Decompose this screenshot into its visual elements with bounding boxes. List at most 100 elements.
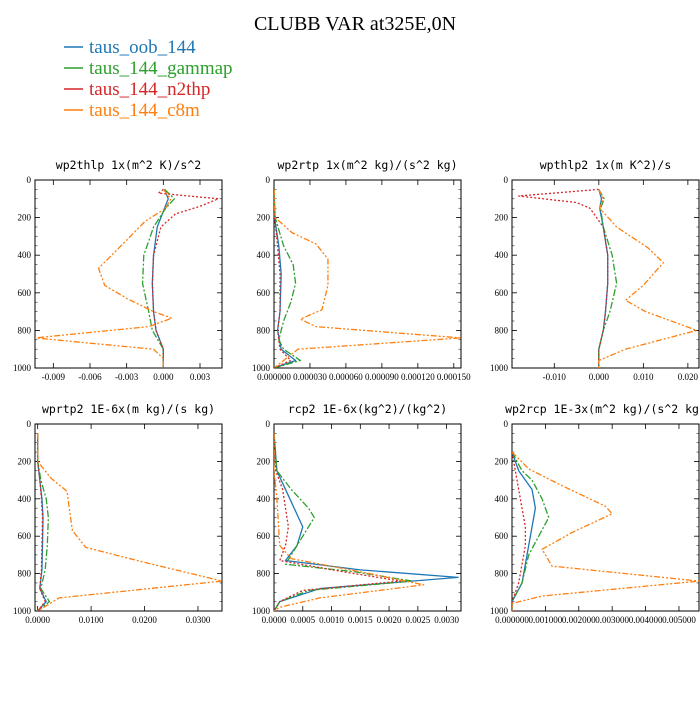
x-tick-label: 0.000090: [365, 372, 399, 382]
series-line-taus_oob_144: [512, 451, 537, 611]
series-line-taus_144_n2thp: [274, 433, 402, 611]
y-tick-label: 200: [257, 456, 271, 466]
x-tick-label: 0.0020: [377, 615, 402, 625]
x-tick-label: 0.020: [678, 372, 699, 382]
series-group: [35, 188, 219, 368]
panel-3: wpthlp2 1x(m K^2)/s 0 200 400 600 800 1000 -0.0…: [490, 158, 700, 382]
x-tick-label: 0.0025: [405, 615, 430, 625]
y-tick-label: 1000: [490, 363, 509, 373]
y-tick-label: 800: [257, 325, 271, 335]
x-tick-label: 0.003: [190, 372, 211, 382]
legend-label: taus_144_gammap: [89, 58, 233, 79]
y-tick-label: 0: [27, 175, 32, 185]
x-tick-label: 0.0030: [434, 615, 459, 625]
y-tick-label: 200: [495, 456, 509, 466]
y-tick-label: 0: [266, 175, 271, 185]
series-group: [274, 189, 461, 368]
y-tick-label: 800: [18, 325, 32, 335]
x-tick-label: 0.000: [153, 372, 174, 382]
panel-5: rcp2 1E-6x(kg^2)/(kg^2) 0 200 400 600 800 1000…: [252, 402, 462, 625]
y-tick-label: 200: [257, 213, 271, 223]
y-tick-label: 1000: [13, 606, 32, 616]
x-tick-label: -0.009: [42, 372, 66, 382]
series-line-taus_144_n2thp: [151, 188, 219, 368]
legend-label: taus_144_c8m: [89, 100, 200, 121]
series-line-taus_144_n2thp: [37, 433, 46, 611]
series-line-taus_oob_144: [274, 189, 297, 368]
y-tick-label: 400: [257, 250, 271, 260]
x-tick-label: -0.003: [115, 372, 139, 382]
series-line-taus_144_n2thp: [512, 451, 527, 611]
series-line-taus_144_gammap: [274, 433, 413, 611]
y-tick-label: 1000: [252, 363, 271, 373]
series-line-taus_144_gammap: [512, 451, 550, 611]
plot-frame: [511, 179, 700, 369]
y-tick-label: 0: [504, 175, 509, 185]
series-line-taus_144_c8m: [274, 433, 425, 611]
x-tick-label: 0.000060: [329, 372, 363, 382]
series-line-taus_144_gammap: [141, 188, 175, 368]
y-tick-label: 800: [495, 325, 509, 335]
y-tick-label: 1000: [13, 363, 32, 373]
panel-title: wprtp2 1E-6x(m kg)/(s kg): [42, 402, 215, 416]
x-tick-label: -0.010: [543, 372, 567, 382]
y-tick-label: 400: [257, 494, 271, 504]
y-tick-label: 200: [18, 213, 32, 223]
x-tick-label: 0.0000: [262, 615, 287, 625]
series-line-taus_oob_144: [274, 433, 459, 611]
panel-title: wpthlp2 1x(m K^2)/s: [540, 158, 672, 172]
panel-1: wp2thlp 1x(m^2 K)/s^2 0 200 400 600 800 1000 -0…: [13, 158, 223, 382]
series-line-taus_oob_144: [151, 189, 169, 368]
series-group: [512, 451, 699, 611]
x-tick-label: 0.0100: [79, 615, 104, 625]
series-line-taus_144_n2thp: [518, 188, 609, 368]
x-tick-label: 0.0015: [348, 615, 373, 625]
panel-title: wp2thlp 1x(m^2 K)/s^2: [56, 158, 201, 172]
series-line-taus_144_c8m: [37, 433, 222, 611]
x-tick-label: 0.005000: [662, 615, 696, 625]
y-tick-label: 200: [18, 456, 32, 466]
plot-frame: [273, 179, 462, 369]
x-tick-label: 0.000000: [257, 372, 291, 382]
x-tick-label: -0.006: [78, 372, 102, 382]
series-line-taus_144_c8m: [512, 451, 699, 611]
panels: wp2thlp 1x(m^2 K)/s^2 0 200 400 600 800 1000 -0…: [13, 158, 700, 625]
y-tick-label: 600: [257, 531, 271, 541]
y-tick-label: 0: [27, 419, 32, 429]
panel-4: wprtp2 1E-6x(m kg)/(s kg) 0 200 400 600 800 10…: [13, 402, 223, 625]
series-group: [37, 433, 222, 611]
y-tick-label: 400: [495, 494, 509, 504]
y-tick-label: 1000: [490, 606, 509, 616]
panel-title: wp2rtp 1x(m^2 kg)/(s^2 kg): [277, 158, 457, 172]
x-tick-label: 0.0300: [186, 615, 211, 625]
series-line-taus_144_gammap: [274, 189, 302, 368]
x-tick-label: 0.000150: [437, 372, 471, 382]
y-tick-label: 0: [504, 419, 509, 429]
x-tick-label: 0.0010: [319, 615, 344, 625]
figure-title: CLUBB VAR at325E,0N: [254, 13, 456, 35]
y-tick-label: 800: [257, 569, 271, 579]
y-tick-label: 0: [266, 419, 271, 429]
series-line-taus_144_c8m: [35, 188, 173, 368]
x-tick-label: 0.000: [589, 372, 610, 382]
x-tick-label: 0.000120: [401, 372, 435, 382]
plot-frame: [273, 423, 462, 612]
series-group: [518, 188, 698, 368]
y-tick-label: 600: [495, 288, 509, 298]
plot-frame: [34, 423, 223, 612]
series-line-taus_144_c8m: [598, 189, 698, 368]
y-tick-label: 400: [495, 250, 509, 260]
series-line-taus_144_n2thp: [274, 189, 292, 368]
x-tick-label: 0.000030: [293, 372, 327, 382]
y-tick-label: 400: [18, 250, 32, 260]
panel-title: wp2rcp 1E-3x(m^2 kg)/(s^2 kg): [505, 402, 700, 416]
legend: taus_oob_144taus_144_gammaptaus_144_n2th…: [64, 37, 233, 121]
x-tick-label: 0.0000: [25, 615, 50, 625]
y-tick-label: 600: [18, 288, 32, 298]
panel-6: wp2rcp 1E-3x(m^2 kg)/(s^2 kg) 0 200 400 600 8…: [490, 402, 700, 625]
y-tick-label: 600: [18, 531, 32, 541]
x-tick-label: 0.002000: [562, 615, 596, 625]
panel-title: rcp2 1E-6x(kg^2)/(kg^2): [288, 402, 447, 416]
y-tick-label: 200: [495, 213, 509, 223]
